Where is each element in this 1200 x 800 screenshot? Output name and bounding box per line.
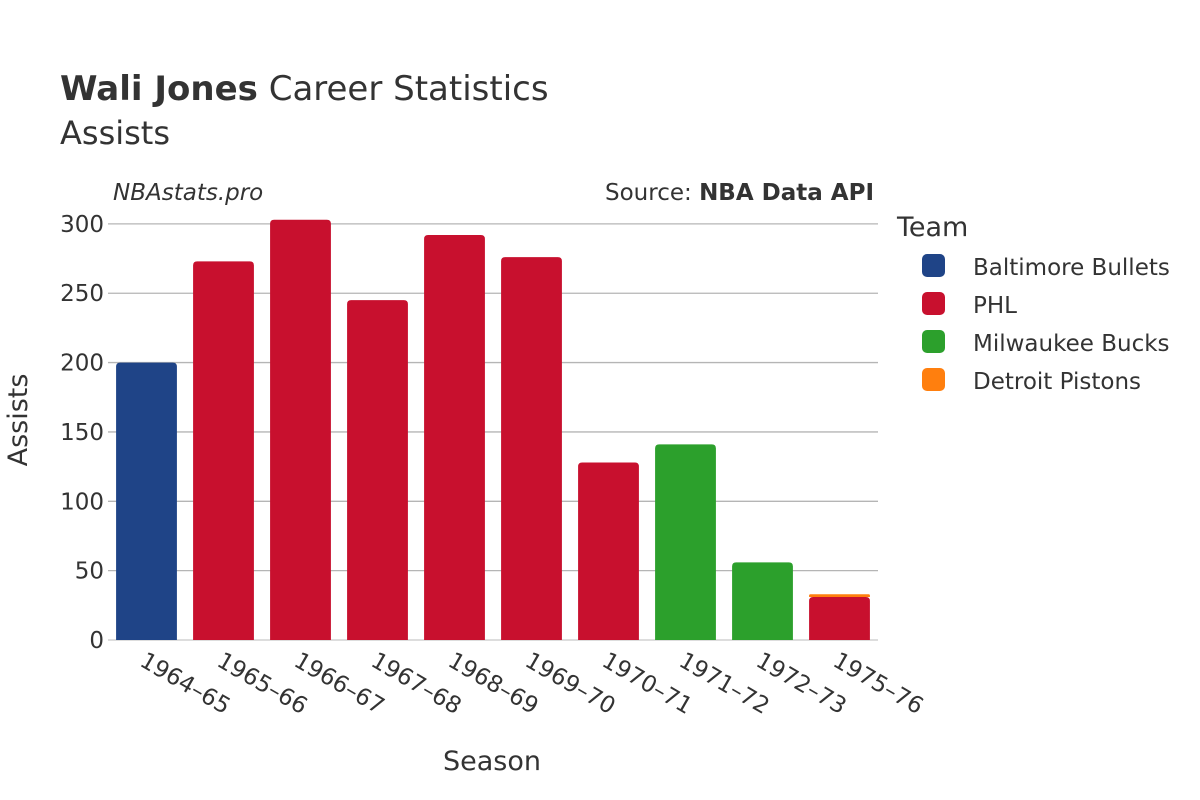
legend-swatch bbox=[922, 292, 945, 315]
legend-title: Team bbox=[896, 212, 968, 243]
y-tick-label: 0 bbox=[89, 628, 104, 654]
source-name: NBA Data API bbox=[699, 180, 874, 206]
bar-phl-1965–66 bbox=[193, 261, 254, 640]
y-tick-label: 150 bbox=[60, 420, 104, 446]
bar-phl-1966–67 bbox=[270, 219, 331, 641]
bar-detroit-pistons-1975–76 bbox=[809, 594, 870, 597]
legend-item[interactable]: Milwaukee Bucks bbox=[922, 330, 1170, 357]
y-tick-label: 100 bbox=[60, 489, 104, 515]
y-tick-label: 50 bbox=[75, 559, 104, 585]
source-annotation: Source: NBA Data API bbox=[605, 180, 874, 206]
bar-phl-1969–70 bbox=[501, 257, 562, 640]
legend-swatch bbox=[922, 330, 945, 353]
y-tick-label: 300 bbox=[60, 212, 104, 238]
bar-baltimore-bullets-1964–65 bbox=[116, 362, 177, 640]
legend-swatch bbox=[922, 254, 945, 277]
chart-subtitle: Assists bbox=[60, 114, 170, 152]
chart-title: Wali Jones Career Statistics bbox=[60, 69, 549, 109]
bar-phl-1967–68 bbox=[347, 300, 408, 640]
legend-item[interactable]: Baltimore Bullets bbox=[922, 254, 1170, 281]
legend-label: Detroit Pistons bbox=[973, 369, 1141, 395]
y-axis-title: Assists bbox=[3, 374, 34, 467]
x-tick-labels: 1964–651965–661966–671967–681968–691969–… bbox=[136, 648, 928, 720]
y-tick-labels: 0 50 100 150 200 250 300 bbox=[60, 212, 104, 654]
legend-swatch bbox=[922, 368, 945, 391]
legend: Team Baltimore Bullets PHL Milwaukee Bucks… bbox=[896, 212, 1170, 395]
chart-title-rest: Career Statistics bbox=[258, 69, 549, 109]
y-tick-label: 200 bbox=[60, 351, 104, 377]
bar-milwaukee-bucks-1971–72 bbox=[655, 444, 716, 640]
source-prefix: Source: bbox=[605, 180, 699, 206]
legend-item[interactable]: PHL bbox=[922, 292, 1017, 319]
bar-phl-1975–76 bbox=[809, 597, 870, 640]
bars bbox=[116, 219, 870, 641]
legend-item[interactable]: Detroit Pistons bbox=[922, 368, 1141, 395]
bar-phl-1970–71 bbox=[578, 462, 639, 640]
bar-phl-1968–69 bbox=[424, 234, 485, 640]
chart-title-player: Wali Jones bbox=[60, 69, 258, 109]
legend-label: PHL bbox=[973, 293, 1017, 319]
x-axis-title: Season bbox=[443, 746, 541, 777]
legend-label: Baltimore Bullets bbox=[973, 255, 1170, 281]
brand-annotation: NBAstats.pro bbox=[113, 180, 263, 206]
legend-label: Milwaukee Bucks bbox=[973, 331, 1170, 357]
legend-items: Baltimore Bullets PHL Milwaukee Bucks Detro… bbox=[922, 254, 1170, 395]
bar-milwaukee-bucks-1972–73 bbox=[732, 562, 793, 640]
y-tick-label: 250 bbox=[60, 281, 104, 307]
